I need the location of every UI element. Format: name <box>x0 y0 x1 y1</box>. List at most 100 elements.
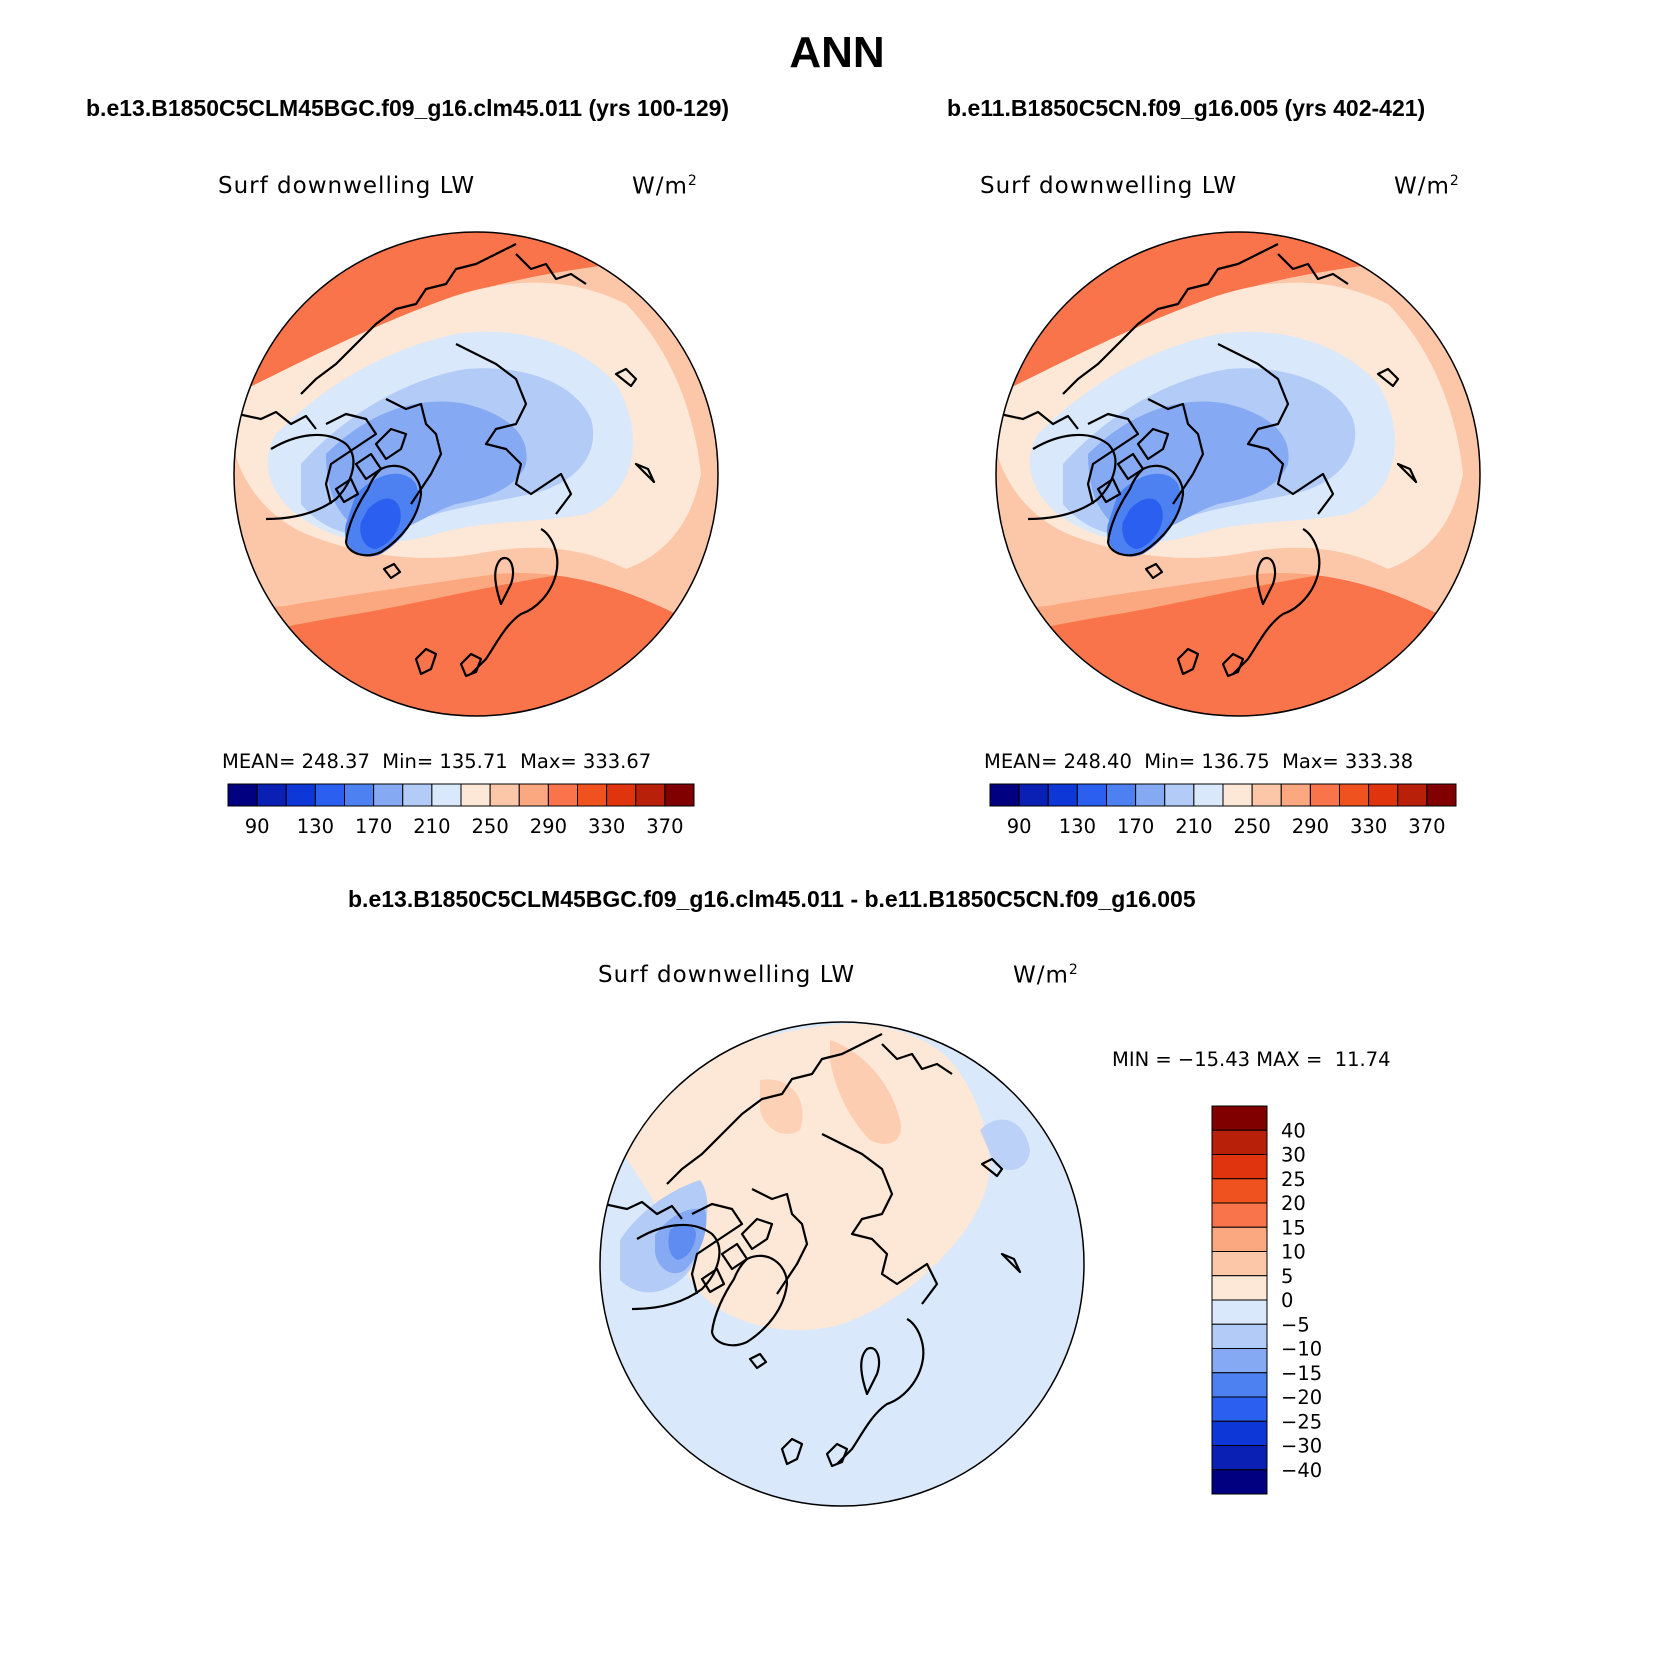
panel2-max: 333.38 <box>1344 750 1414 773</box>
panel3-colorbar-swatch <box>1211 1105 1268 1131</box>
panel3-colorbar-swatch <box>1211 1445 1268 1471</box>
panel1-colorbar-swatch <box>547 783 578 807</box>
panel3-colorbar-tick-label: −40 <box>1281 1459 1322 1482</box>
panel1-map <box>233 231 719 717</box>
panel2-min: 136.75 <box>1201 750 1270 773</box>
panel2-colorbar-swatch <box>1222 783 1253 807</box>
panel2-stats: MEAN= 248.40 Min= 136.75 Max= 333.38 <box>984 750 1413 773</box>
panel2-variable-label: Surf downwelling LW <box>980 173 1238 199</box>
panel1-case-title: b.e13.B1850C5CLM45BGC.f09_g16.clm45.011 … <box>86 95 730 121</box>
panel1-colorbar-swatch <box>635 783 666 807</box>
panel2-colorbar-swatch <box>1076 783 1107 807</box>
panel3-stats: MIN = −15.43 MAX = 11.74 <box>1112 1048 1391 1071</box>
panel2-colorbar-tick-label: 290 <box>1292 815 1329 838</box>
panel1-colorbar-tick-label: 130 <box>297 815 334 838</box>
panel3-colorbar-swatch <box>1211 1323 1268 1349</box>
panel1-colorbar-swatch <box>664 783 695 807</box>
panel3-colorbar-swatch <box>1211 1299 1268 1325</box>
panel1-min-label: Min= <box>382 750 434 773</box>
panel2-colorbar-swatch <box>1164 783 1195 807</box>
panel2-mean-label: MEAN= <box>984 750 1058 773</box>
panel1-colorbar-tick-label: 370 <box>646 815 683 838</box>
panel2-colorbar-swatch <box>1368 783 1399 807</box>
panel1-mean: 248.37 <box>301 750 370 773</box>
panel1-units: W/m2 <box>632 173 698 200</box>
panel2-colorbar-tick-label: 210 <box>1175 815 1212 838</box>
panel3-colorbar-swatch <box>1211 1372 1268 1398</box>
panel3-colorbar-swatch <box>1211 1251 1268 1277</box>
panel1-colorbar-swatch <box>256 783 287 807</box>
panel3-case-title: b.e13.B1850C5CLM45BGC.f09_g16.clm45.011 … <box>348 886 1196 912</box>
panel3-colorbar-swatch <box>1211 1469 1268 1495</box>
panel3-colorbar-swatch <box>1211 1348 1268 1374</box>
panel1-colorbar-swatch <box>285 783 316 807</box>
panel1-colorbar-swatch <box>518 783 549 807</box>
panel2-colorbar-swatch <box>1018 783 1049 807</box>
panel3-colorbar-tick-label: −25 <box>1281 1410 1322 1433</box>
panel3-colorbar-tick-label: 20 <box>1281 1192 1306 1215</box>
panel3-colorbar-swatch <box>1211 1178 1268 1204</box>
panel3-colorbar-tick-label: −5 <box>1281 1313 1310 1336</box>
panel1-min: 135.71 <box>439 750 508 773</box>
panel1-colorbar-tick-label: 90 <box>245 815 270 838</box>
panel3-colorbar-tick-label: 0 <box>1281 1289 1293 1312</box>
panel2-colorbar: 90 130 170 210 250 290 330 370 <box>989 783 1457 838</box>
panel2-colorbar-swatch <box>1135 783 1166 807</box>
panel2-case-title: b.e11.B1850C5CN.f09_g16.005 (yrs 402-421… <box>947 95 1426 121</box>
panel3-colorbar-tick-label: 5 <box>1281 1265 1293 1288</box>
panel3-colorbar-swatch <box>1211 1154 1268 1180</box>
panel3-colorbar-tick-label: 40 <box>1281 1119 1306 1142</box>
panel3-colorbar-tick-label: −20 <box>1281 1386 1322 1409</box>
panel3-colorbar-swatch <box>1211 1396 1268 1422</box>
panel1-colorbar-swatch <box>227 783 258 807</box>
panel2-colorbar-tick-label: 330 <box>1350 815 1387 838</box>
panel1-colorbar-swatch <box>489 783 520 807</box>
panel1-map-boundary <box>233 231 719 717</box>
panel2-map <box>995 231 1481 717</box>
panel1-colorbar-tick-label: 170 <box>355 815 392 838</box>
panel2-max-label: Max= <box>1282 750 1339 773</box>
panel3-units: W/m2 <box>1013 962 1079 989</box>
panel2-colorbar-swatch <box>1251 783 1282 807</box>
panel3-colorbar-swatch <box>1211 1275 1268 1301</box>
panel2-colorbar-swatch <box>1426 783 1457 807</box>
panel1-colorbar-tick-label: 250 <box>472 815 509 838</box>
panel1-colorbar-swatch <box>606 783 637 807</box>
panel2-colorbar-swatch <box>1106 783 1137 807</box>
panel3-map-boundary <box>599 1021 1085 1507</box>
panel1-max: 333.67 <box>582 750 652 773</box>
panel2-units: W/m2 <box>1394 173 1460 200</box>
panel3-colorbar-tick-label: −30 <box>1281 1435 1322 1458</box>
panel1-stats: MEAN= 248.37 Min= 135.71 Max= 333.67 <box>222 750 651 773</box>
panel2-colorbar-tick-label: 90 <box>1007 815 1032 838</box>
panel1-colorbar-swatch <box>373 783 404 807</box>
panel2-min-label: Min= <box>1144 750 1196 773</box>
panel2-map-boundary <box>995 231 1481 717</box>
panel2-colorbar-tick-label: 130 <box>1059 815 1096 838</box>
panel1-colorbar: 90 130 170 210 250 290 330 370 <box>227 783 695 838</box>
panel1-colorbar-tick-label: 290 <box>530 815 567 838</box>
panel3-colorbar-tick-label: 15 <box>1281 1216 1306 1239</box>
panel2-colorbar-tick-label: 370 <box>1408 815 1445 838</box>
panel2-colorbar-swatch <box>1339 783 1370 807</box>
panel1-mean-label: MEAN= <box>222 750 296 773</box>
panel3-colorbar-tick-label: −10 <box>1281 1338 1322 1361</box>
panel1-colorbar-swatch <box>402 783 433 807</box>
panel2-colorbar-swatch <box>1047 783 1078 807</box>
panel3-colorbar-swatch <box>1211 1129 1268 1155</box>
panel1-colorbar-swatch <box>431 783 462 807</box>
panel1-colorbar-swatch <box>314 783 345 807</box>
panel2-mean: 248.40 <box>1063 750 1132 773</box>
panel3-variable-label: Surf downwelling LW <box>598 962 856 988</box>
panel3-colorbar-tick-label: 25 <box>1281 1168 1306 1191</box>
panel3-colorbar-swatch <box>1211 1226 1268 1252</box>
panel3-colorbar-tick-label: 30 <box>1281 1144 1306 1167</box>
panel1-colorbar-tick-label: 330 <box>588 815 625 838</box>
panel1-colorbar-swatch <box>460 783 491 807</box>
panel1-colorbar-swatch <box>344 783 375 807</box>
panel1-colorbar-swatch <box>577 783 608 807</box>
panel3-colorbar-swatch <box>1211 1202 1268 1228</box>
panel1-colorbar-tick-label: 210 <box>413 815 450 838</box>
